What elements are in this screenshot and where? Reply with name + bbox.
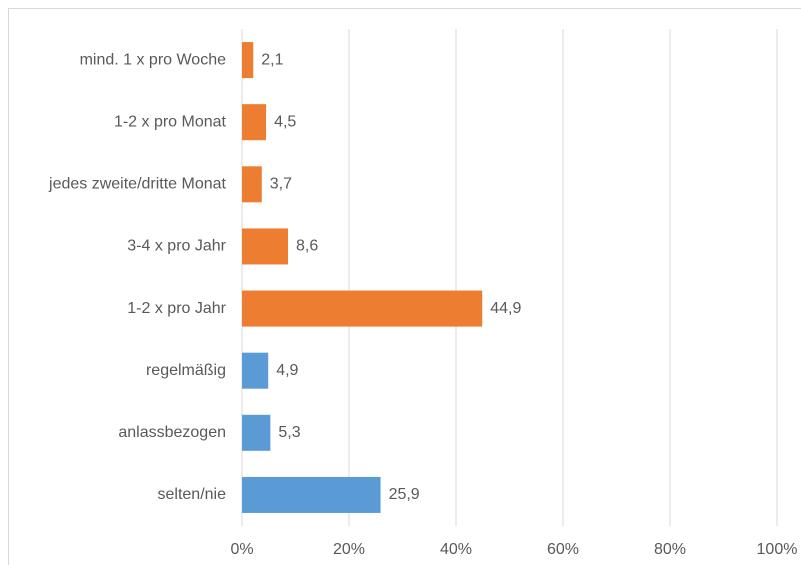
y-tick-label: mind. 1 x pro Woche <box>80 51 227 68</box>
x-tick-label: 100% <box>757 541 798 558</box>
x-tick-label: 80% <box>654 541 686 558</box>
x-tick-label: 0% <box>230 541 253 558</box>
data-label: 5,3 <box>278 424 300 441</box>
data-label: 3,7 <box>270 176 292 193</box>
bar <box>242 104 267 141</box>
x-tick-label: 20% <box>333 541 365 558</box>
y-tick-label: selten/nie <box>158 486 227 503</box>
y-tick-label: 3-4 x pro Jahr <box>127 238 226 255</box>
data-label: 4,9 <box>276 362 298 379</box>
bar <box>242 290 483 327</box>
bar <box>242 352 269 389</box>
y-tick-label: anlassbezogen <box>118 424 226 441</box>
data-label: 25,9 <box>389 486 420 503</box>
data-label: 4,5 <box>274 113 296 130</box>
data-label: 44,9 <box>490 300 521 317</box>
x-tick-label: 40% <box>440 541 472 558</box>
data-label: 2,1 <box>261 51 283 68</box>
bar <box>242 476 381 513</box>
y-tick-label: regelmäßig <box>146 362 226 379</box>
bar <box>242 228 289 265</box>
y-tick-label: 1-2 x pro Jahr <box>127 300 226 317</box>
data-label: 8,6 <box>296 238 318 255</box>
y-tick-label: 1-2 x pro Monat <box>114 113 227 130</box>
x-tick-label: 60% <box>547 541 579 558</box>
y-tick-label: jedes zweite/dritte Monat <box>48 176 227 193</box>
bar <box>242 166 262 203</box>
bar <box>242 42 254 79</box>
bar <box>242 414 271 451</box>
